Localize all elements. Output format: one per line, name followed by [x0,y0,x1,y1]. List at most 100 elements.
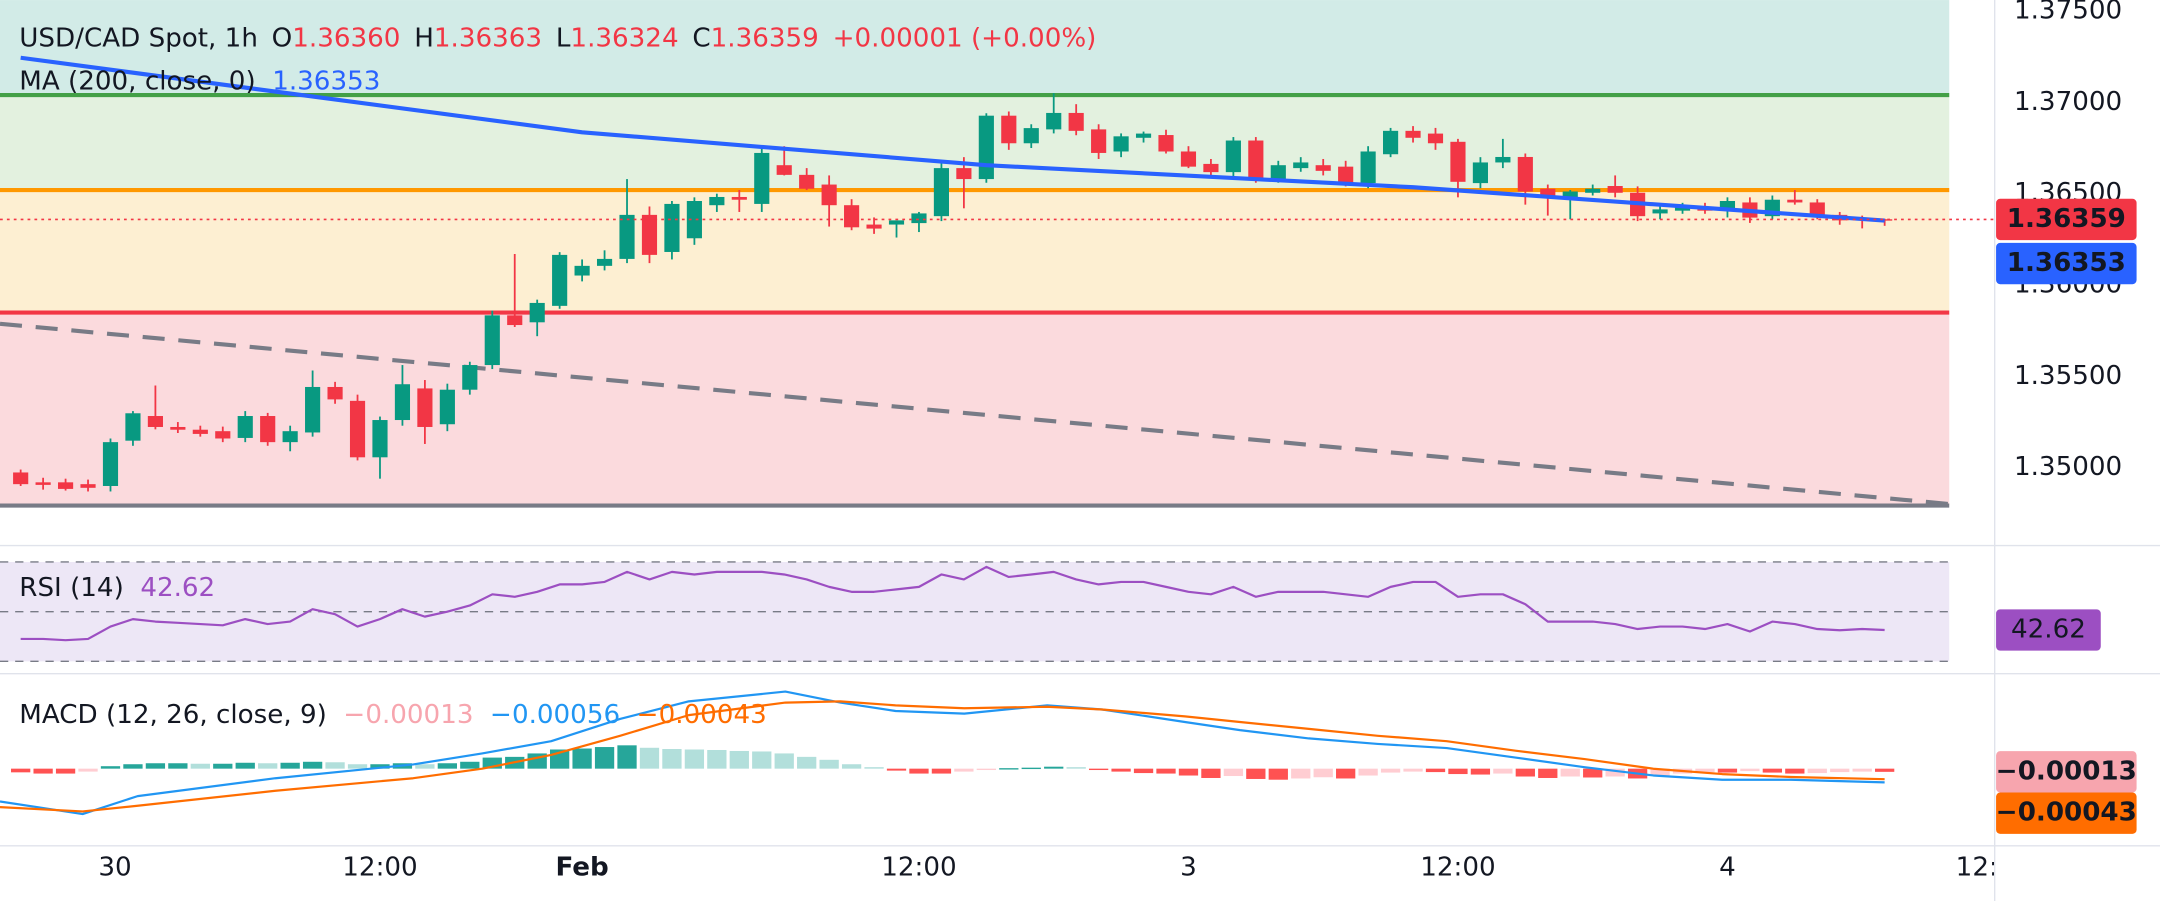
rsi-label: RSI (14) [19,573,124,603]
macd-histogram-bar [1875,768,1895,772]
candle-body [170,426,186,430]
ma-legend: MA (200, close, 0) 1.36353 [19,66,380,96]
macd-histogram-bar [258,763,278,769]
macd-histogram-bar [1650,768,1670,776]
macd-histogram-bar [707,749,727,769]
price-label: −0.00043 [1996,798,2137,828]
macd-histogram-bar [437,763,458,769]
candle-body [1248,140,1264,180]
macd-histogram-bar [1762,768,1783,773]
y-tick-label: 1.35000 [2014,452,2122,482]
x-tick-label: 12:00 [342,852,417,882]
candle-body [619,214,635,259]
macd-histogram-bar [617,745,637,769]
macd-histogram-bar [1044,766,1064,769]
macd-histogram-bar [1560,768,1580,777]
macd-histogram-bar [145,763,166,769]
macd-histogram-bar [1066,767,1086,769]
macd-histogram-bar [213,763,233,769]
marks-layer [0,55,1995,816]
symbol: USD/CAD Spot, 1h [19,23,258,53]
macd-histogram-bar [999,768,1019,770]
candle-body [1517,156,1533,192]
macd-histogram-bar [78,768,98,772]
candle-body [866,224,882,229]
candle-body [1585,188,1601,193]
level-zone [0,95,1950,191]
macd-histogram-bar [1605,768,1625,777]
candle-body [821,184,837,206]
macd-histogram-bar [1695,768,1715,773]
x-tick-label: 12: [1956,852,1998,882]
macd-histogram-bar [1538,768,1558,778]
macd-histogram-bar [864,767,884,769]
macd-line [0,690,1885,816]
candle-body [215,431,231,439]
candle-body [439,389,455,425]
macd-histogram-bar [594,747,615,769]
candle-body [192,429,208,434]
candle-body [1225,140,1241,173]
macd-histogram-bar [1852,768,1872,772]
macd-histogram-bar [931,768,952,774]
candle-body [80,484,96,488]
candle-body [776,165,792,175]
candle-body [237,416,253,438]
macd-histogram-bar [370,764,390,769]
macd-histogram-bar [1088,768,1109,771]
macd-histogram-bar [1583,768,1603,778]
candle-body [1383,130,1399,155]
ma-value: 1.36353 [272,66,380,96]
price-label: −0.00013 [1996,756,2137,786]
candle-body [641,214,658,255]
candle-body [844,205,860,228]
macd-histogram-bar [954,768,974,772]
macd-histogram-bar [1493,768,1513,774]
macd-hist-value: −0.00013 [343,699,473,729]
macd-histogram-bar [235,762,255,769]
macd-histogram-bar [1336,768,1356,779]
candle-body [1562,191,1578,197]
macd-label: MACD (12, 26, close, 9) [19,699,327,729]
candle-body [933,168,950,217]
macd-histogram-bar [729,750,749,769]
ohlc-value: 1.36359 [711,23,819,53]
candle-body [1293,162,1309,169]
macd-histogram-bar [33,768,53,774]
candle-body [1270,165,1286,180]
macd-histogram-bar [1246,768,1266,779]
macd-histogram-bar [1021,767,1041,770]
macd-histogram-bar [819,759,839,769]
macd-histogram-bar [1313,768,1333,778]
macd-histogram-bar [325,762,345,769]
macd-histogram-bar [1515,768,1535,777]
candle-body [1001,115,1017,144]
macd-legend: MACD (12, 26, close, 9) −0.00013 −0.00056−… [19,699,766,729]
candle-body [799,174,815,189]
macd-histogram-bar [302,761,323,769]
candle-body [1068,112,1084,131]
candle-body [327,386,343,400]
rsi-label-box [1996,609,2101,651]
x-tick-label: 3 [1180,852,1197,882]
candle-body [305,386,321,433]
candle-body [484,315,500,366]
macd-histogram-bar [572,748,592,769]
macd-histogram-bar [100,766,121,769]
candle-body [1360,151,1376,184]
macd-histogram-bar [415,764,435,769]
macd-histogram-bar [1111,768,1131,772]
candle-body [1787,199,1803,203]
candle-body [664,203,680,252]
macd-histogram-bar [909,768,929,774]
macd-histogram-bar [460,761,480,769]
candle-body [1719,200,1736,211]
candle-body [596,258,613,266]
macd-histogram-bar [1470,768,1491,775]
y-tick-label: 1.37500 [2014,0,2122,26]
macd-histogram-bar [55,768,76,774]
ohlc-label: O [272,23,293,53]
macd-histogram-bar [886,768,907,771]
level-zone [0,190,1950,313]
